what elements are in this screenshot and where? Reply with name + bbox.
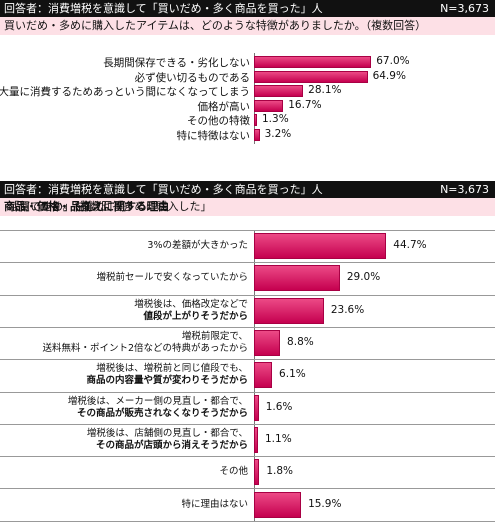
chart1-bar (254, 128, 260, 141)
chart1-respondent: 回答者：消費増税を意識して「買いだめ・多く商品を買った」人 (4, 2, 323, 15)
chart2-category-label-line: その商品が販売されなくなりそうだから (76, 407, 248, 419)
chart2-row-divider (0, 391, 495, 393)
chart2-value-label: 29.0% (346, 271, 381, 284)
chart2-category-label: 増税後は、店舗側の見直し・都合で、 その商品が店頭から消えそうだから (87, 428, 248, 452)
chart1-axis (254, 53, 255, 144)
chart2-row-divider (0, 262, 495, 264)
chart2-bar (254, 362, 273, 389)
chart1-sample-size: N=3,673 (440, 2, 489, 15)
chart2-bar (254, 233, 387, 260)
chart2-row-divider (0, 359, 495, 361)
chart2-category-label: 増税前限定で、 送料無料・ポイント2倍などの特典があったから (42, 331, 248, 355)
chart2-bar (254, 394, 259, 421)
chart2-category-label-line: 3%の差額が大きかった (147, 240, 248, 252)
chart1-category-label: 大量に消費するためあっという間になくなってしまう (0, 86, 250, 99)
chart2-value-label: 23.6% (330, 303, 365, 316)
chart2-category-label-line: 増税後は、価格改定などで (134, 298, 248, 310)
chart1-category-label: 必ず使い切るものである (134, 71, 250, 84)
chart2-category-label: 特に理由はない (181, 499, 248, 511)
chart2-bar (254, 426, 258, 453)
chart2-category-label-line: 増税後は、増税前と同じ値段でも、 (96, 363, 248, 375)
chart1-value-label: 3.2% (264, 127, 292, 140)
chart2-value-label: 1.8% (266, 465, 293, 478)
chart2-respondent: 回答者：消費増税を意識して「買いだめ・多く商品を買った」人 (4, 183, 323, 196)
chart1-value-label: 16.7% (288, 98, 322, 111)
chart2-category-label: 増税前セールで安くなっていたから (96, 272, 248, 284)
chart2-question: 「買いだめ」をした、「多めに購入した」 商品・価格・品揃えに関する理由 は何ですか。… (4, 200, 212, 213)
chart1-bar (254, 56, 372, 69)
chart2-bar (254, 265, 340, 292)
chart2-category-label-line: 商品の内容量や質が変わりそうだから (86, 375, 248, 387)
chart2-category-label-line: その商品が店頭から消えそうだから (95, 439, 248, 451)
chart1-category-label: 価格が高い (197, 100, 251, 113)
chart2-category-label-line: 送料無料・ポイント2倍などの特典があったから (42, 343, 248, 355)
chart2-category-label: 増税後は、メーカー側の見直し・都合で、 その商品が販売されなくなりそうだから (68, 396, 248, 420)
chart1-bar (254, 85, 304, 98)
chart2-value-label: 1.1% (265, 432, 292, 445)
chart2-value-label: 8.8% (287, 336, 314, 349)
chart2-sample-size: N=3,673 (440, 183, 489, 196)
chart2-bar (254, 491, 302, 518)
chart1-bar (254, 70, 368, 83)
chart2-category-label-line: 特に理由はない (181, 498, 248, 510)
chart2-category-label-line: 増税前セールで安くなっていたから (96, 272, 248, 284)
chart2-value-label: 6.1% (279, 368, 306, 381)
chart1-bar (254, 99, 284, 112)
chart2-category-label-line: 増税前限定で、 (181, 331, 248, 343)
chart2-row-divider (0, 423, 495, 425)
chart2-category-label: 3%の差額が大きかった (147, 240, 248, 252)
chart2-bar (254, 330, 281, 357)
chart2-value-label: 1.6% (265, 400, 293, 413)
chart1-bar (254, 114, 257, 127)
chart2-row-divider (0, 294, 495, 296)
chart2-category-label-line: 増税後は、メーカー側の見直し・都合で、 (67, 395, 248, 407)
chart2-category-label: 増税後は、増税前と同じ値段でも、 商品の内容量や質が変わりそうだから (86, 363, 248, 387)
chart2-value-label: 44.7% (393, 239, 427, 252)
chart2-header: 回答者：消費増税を意識して「買いだめ・多く商品を買った」人 N=3,673 (0, 181, 495, 198)
chart2-row-divider (0, 488, 495, 490)
chart1-category-label: 長期間保存できる・劣化しない (103, 57, 250, 70)
chart2-category-label-line: その他 (219, 466, 248, 478)
chart2-category-label-line: 値段が上がりそうだから (143, 310, 248, 322)
chart2-row-divider (0, 456, 495, 458)
chart1-value-label: 28.1% (308, 84, 342, 97)
chart2-bar (254, 459, 260, 486)
chart2-value-label: 15.9% (308, 497, 342, 510)
chart2-category-label: 増税後は、価格改定などで 値段が上がりそうだから (134, 299, 248, 323)
chart2-bar (254, 297, 324, 324)
chart1-question: 買いだめ・多めに購入したアイテムは、どのような特徴がありましたか。（複数回答） (4, 19, 427, 32)
chart1-value-label: 67.0% (376, 55, 410, 68)
chart1-header: 回答者：消費増税を意識して「買いだめ・多く商品を買った」人 N=3,673 (0, 0, 495, 17)
chart1-value-label: 1.3% (262, 113, 289, 126)
chart1-category-label: 特に特徴はない (176, 129, 251, 142)
chart2-row-divider (0, 326, 495, 328)
chart1-category-label: その他の特徴 (187, 115, 250, 128)
chart2-category-label-line: 増税後は、店舗側の見直し・都合で、 (86, 427, 248, 439)
chart1-value-label: 64.9% (372, 69, 406, 82)
chart2-question-bar: 「買いだめ」をした、「多めに購入した」 商品・価格・品揃えに関する理由 は何ですか。… (0, 198, 495, 216)
chart2-category-label: その他 (219, 466, 248, 478)
chart1-question-bar: 買いだめ・多めに購入したアイテムは、どのような特徴がありましたか。（複数回答） (0, 17, 495, 35)
chart2-row-divider (0, 230, 495, 231)
